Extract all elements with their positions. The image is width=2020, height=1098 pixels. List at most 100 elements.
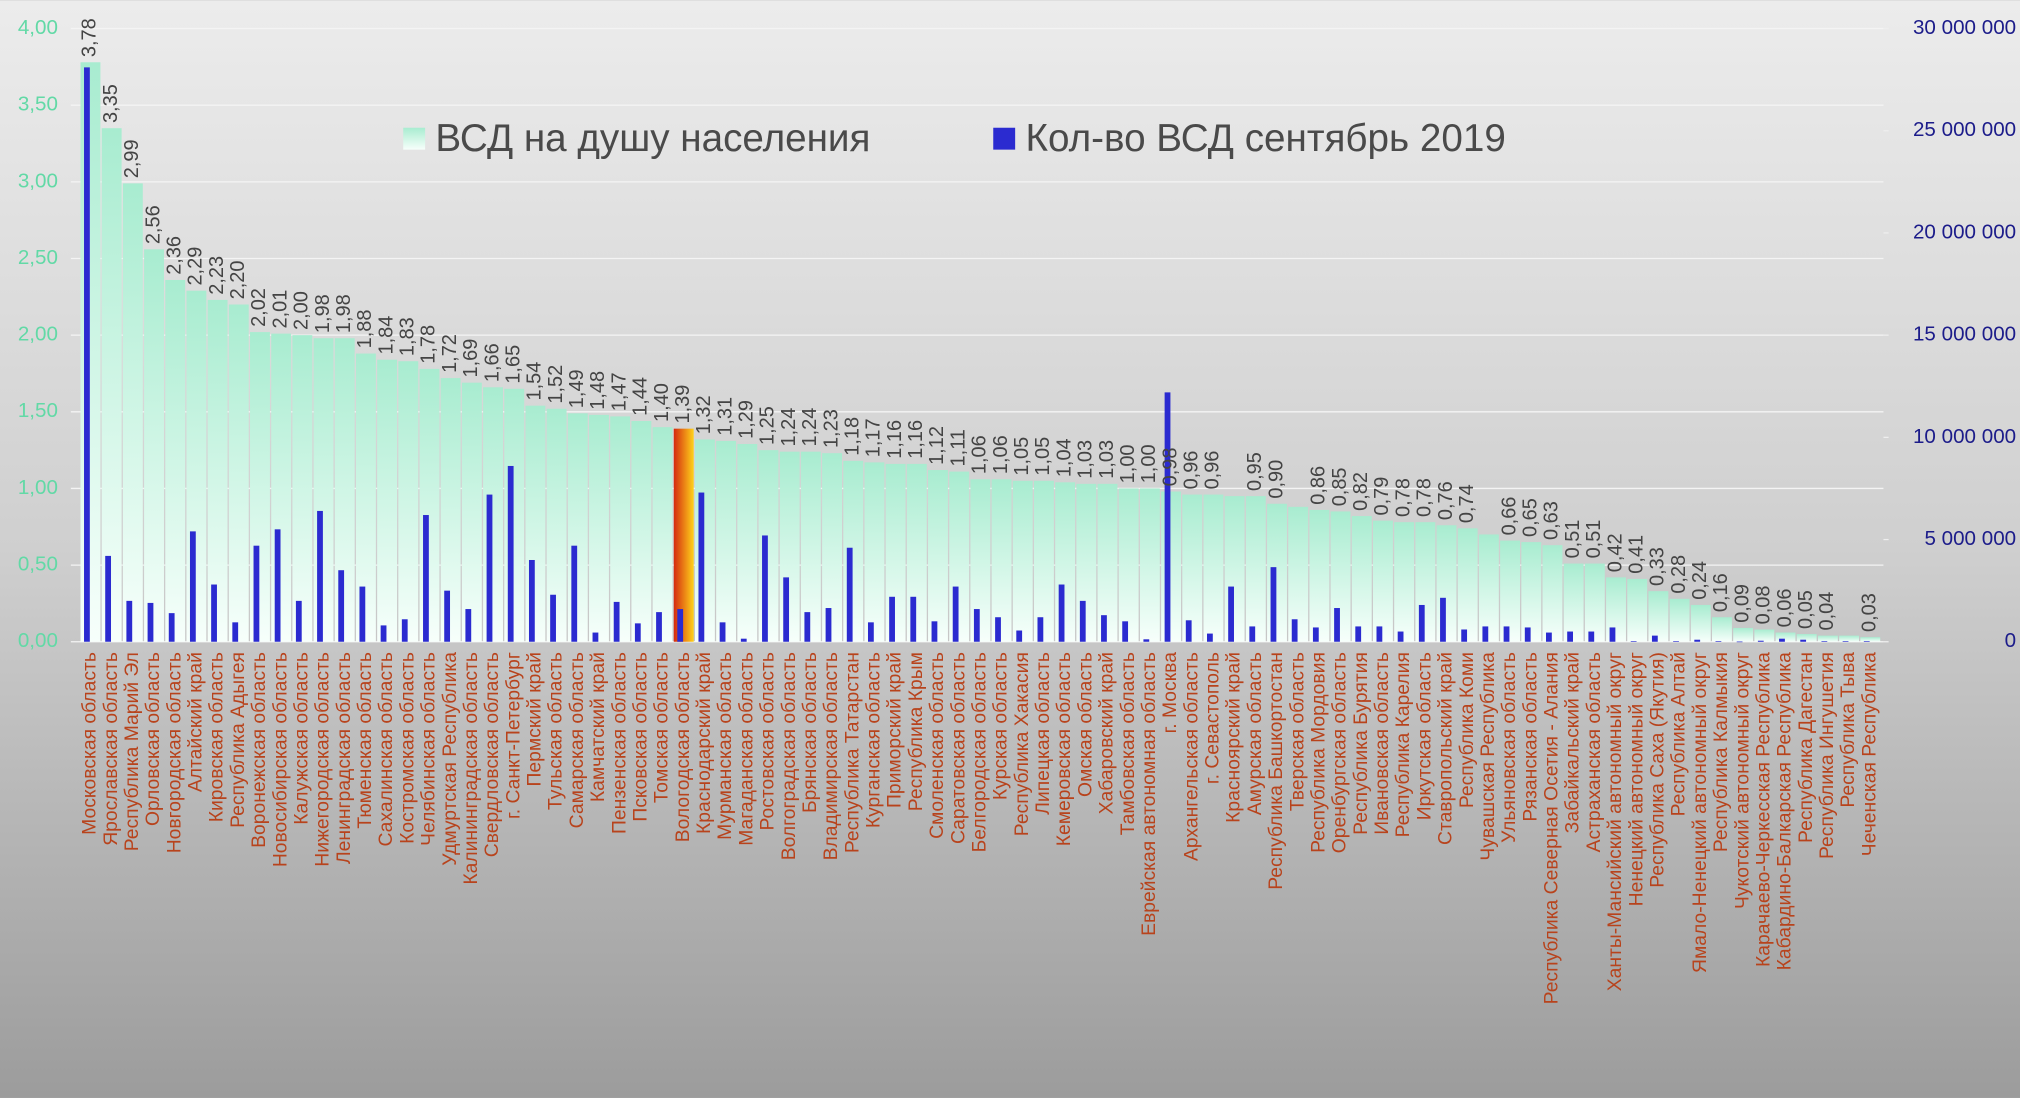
- bar-secondary: [846, 547, 853, 642]
- bar-secondary: [1291, 619, 1298, 642]
- x-tick-label: Калининградская область: [461, 652, 482, 885]
- value-label: 3,35: [100, 84, 122, 123]
- value-label: 1,16: [905, 420, 927, 459]
- value-label: 0,98: [1159, 448, 1181, 487]
- x-tick-label: Саратовская область: [948, 652, 969, 844]
- value-label: 0,95: [1244, 452, 1266, 491]
- value-label: 1,65: [502, 345, 524, 384]
- value-label: 1,05: [1011, 437, 1033, 476]
- bar: [355, 353, 376, 642]
- value-label: 1,11: [947, 429, 969, 466]
- value-label: 1,78: [418, 325, 440, 364]
- bar: [1775, 632, 1796, 642]
- bar-secondary: [1164, 392, 1171, 642]
- bar-secondary: [1440, 597, 1446, 642]
- bar-secondary: [1143, 639, 1150, 642]
- x-tick-label: Чеченская Республика: [1859, 652, 1880, 856]
- bar-secondary: [804, 612, 811, 642]
- bar: [440, 378, 461, 642]
- x-tick-label: Пензенская область: [609, 652, 630, 834]
- bar-secondary: [1630, 641, 1637, 642]
- value-label: 1,00: [1138, 444, 1160, 483]
- value-label: 2,20: [227, 260, 249, 299]
- x-tick-label: Республика Саха (Якутия): [1648, 652, 1669, 888]
- bar: [525, 405, 546, 642]
- value-label: 0,82: [1350, 472, 1372, 511]
- x-tick-label: Приморский край: [885, 652, 906, 808]
- value-label: 1,66: [481, 343, 503, 382]
- value-label: 0,78: [1414, 478, 1436, 517]
- bar: [673, 428, 694, 642]
- value-label: 3,78: [79, 18, 101, 57]
- x-tick-label: Республика Дагестан: [1796, 652, 1817, 843]
- bar: [1033, 480, 1054, 642]
- bar-secondary: [1397, 631, 1404, 642]
- value-label: 1,83: [397, 317, 419, 356]
- bar-secondary: [84, 67, 90, 642]
- bar: [1182, 494, 1203, 642]
- y-tick-label: 2,50: [18, 246, 58, 269]
- bar: [1584, 563, 1605, 642]
- value-label: 1,72: [439, 334, 461, 373]
- value-label: 1,00: [1117, 444, 1139, 483]
- bar-secondary: [592, 632, 599, 642]
- x-tick-label: Республика Ингушетия: [1817, 652, 1838, 859]
- x-tick-label: Красноярский край: [1224, 652, 1245, 823]
- bar: [1224, 496, 1245, 642]
- bar-secondary: [1482, 626, 1489, 642]
- bar-secondary: [1651, 635, 1658, 642]
- x-tick-label: Тамбовская область: [1118, 652, 1139, 835]
- value-label: 2,01: [269, 290, 291, 329]
- x-tick-label: Костромская область: [397, 652, 418, 844]
- value-label: 0,90: [1265, 460, 1287, 499]
- bar-secondary: [1270, 567, 1277, 642]
- x-tick-label: Нижегородская область: [313, 652, 334, 867]
- bar-secondary: [528, 559, 535, 642]
- x-tick-label: Владимирская область: [821, 652, 842, 860]
- y-tick-label: 0,50: [18, 553, 58, 576]
- bar: [652, 427, 673, 642]
- x-tick-label: Камчатский край: [588, 652, 609, 802]
- x-tick-label: Липецкая область: [1033, 652, 1054, 815]
- legend-label: Кол-во ВСД сентябрь 2019: [1025, 117, 1505, 160]
- bar: [1139, 488, 1160, 642]
- bar: [1860, 637, 1881, 642]
- bar-secondary: [1334, 608, 1340, 642]
- x-tick-label: Курганская область: [864, 652, 885, 828]
- bar-secondary: [1757, 640, 1764, 642]
- y-tick-label: 3,00: [18, 169, 58, 192]
- y-tick-label: 2,00: [18, 323, 58, 346]
- x-tick-label: Забайкальский край: [1563, 652, 1584, 833]
- x-tick-label: Республика Тыва: [1838, 652, 1859, 808]
- x-tick-label: Белгородская область: [969, 652, 990, 852]
- bar: [377, 359, 398, 642]
- value-label: 2,23: [206, 256, 228, 295]
- bar: [546, 408, 567, 642]
- value-label: 0,33: [1647, 547, 1669, 586]
- bar: [716, 440, 737, 642]
- x-tick-label: Республика Крым: [906, 652, 927, 811]
- bar: [610, 416, 631, 642]
- y-tick-label: 0,00: [18, 629, 58, 652]
- bar-secondary: [295, 600, 302, 642]
- value-label: 0,96: [1181, 451, 1203, 490]
- x-tick-label: Калужская область: [291, 652, 312, 825]
- x-tick-label: Ярославская область: [101, 652, 122, 846]
- bar-secondary: [1037, 617, 1044, 642]
- bar: [1457, 528, 1478, 642]
- bar-secondary: [1524, 627, 1531, 642]
- bar-secondary: [762, 535, 768, 642]
- bar-secondary: [1355, 626, 1362, 642]
- bar: [631, 420, 652, 642]
- x-tick-label: Республика Мордовия: [1308, 652, 1329, 853]
- bar-secondary: [232, 622, 239, 642]
- bar: [334, 338, 355, 642]
- bar-secondary: [995, 617, 1001, 642]
- value-label: 1,03: [1075, 440, 1097, 479]
- bar-secondary: [677, 609, 684, 642]
- value-label: 1,98: [333, 294, 355, 333]
- bar-secondary: [507, 465, 514, 642]
- x-tick-label: Псковская область: [630, 652, 651, 822]
- bar: [1288, 506, 1309, 642]
- value-label: 1,04: [1053, 438, 1075, 477]
